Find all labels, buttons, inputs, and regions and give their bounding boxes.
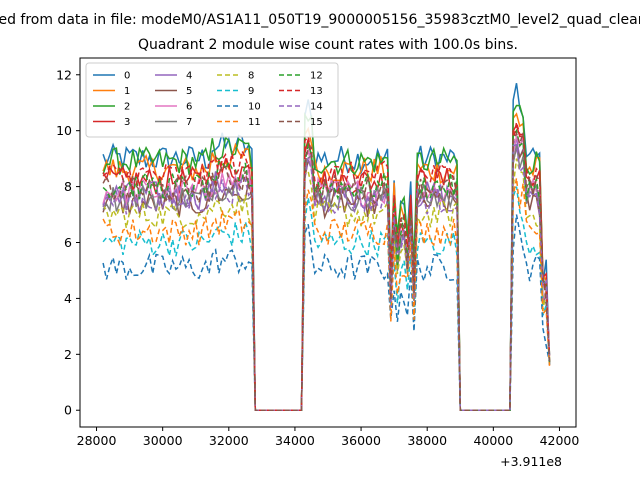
series-line-15 (102, 131, 551, 411)
legend-label-14: 14 (310, 102, 323, 113)
x-tick-label: 42000 (540, 433, 580, 448)
series-line-2 (102, 104, 551, 411)
legend-label-8: 8 (248, 71, 254, 82)
y-tick-label: 2 (64, 347, 72, 362)
legend-label-2: 2 (124, 102, 130, 113)
legend-label-11: 11 (248, 117, 261, 128)
x-tick-label: 28000 (77, 433, 117, 448)
plot-area (102, 83, 551, 411)
series-line-10 (102, 214, 551, 411)
chart-suptitle: Plotted from data in file: modeM0/AS1A11… (0, 12, 640, 28)
x-tick-label: 34000 (275, 433, 315, 448)
y-tick-label: 0 (64, 403, 72, 418)
legend-label-3: 3 (124, 117, 130, 128)
legend-label-10: 10 (248, 102, 261, 113)
legend-label-5: 5 (186, 86, 192, 97)
x-tick-label: 30000 (143, 433, 183, 448)
x-tick-label: 32000 (209, 433, 249, 448)
legend-label-4: 4 (186, 71, 192, 82)
legend-label-7: 7 (186, 117, 192, 128)
y-tick-label: 10 (56, 123, 72, 138)
legend-label-12: 12 (310, 71, 323, 82)
legend-label-6: 6 (186, 102, 192, 113)
legend-label-0: 0 (124, 71, 130, 82)
y-tick-label: 12 (56, 67, 72, 82)
axes: 28000 30000 32000 34000 36000 38000 40000 42000… (56, 57, 580, 448)
y-tick-label: 8 (64, 179, 72, 194)
x-tick-label: 38000 (407, 433, 447, 448)
x-tick-label: 40000 (473, 433, 513, 448)
legend-label-9: 9 (248, 86, 254, 97)
series-line-12 (102, 128, 551, 411)
x-tick-label: 36000 (341, 433, 381, 448)
chart-title: Quadrant 2 module wise count rates with … (138, 37, 518, 53)
series-line-9 (102, 186, 551, 411)
legend-label-13: 13 (310, 86, 323, 97)
legend-label-1: 1 (124, 86, 130, 97)
y-tick-label: 4 (64, 291, 72, 306)
y-tick-label: 6 (64, 235, 72, 250)
x-offset-label: +3.911e8 (500, 454, 562, 469)
legend-box (85, 62, 339, 138)
legend-label-15: 15 (310, 117, 323, 128)
